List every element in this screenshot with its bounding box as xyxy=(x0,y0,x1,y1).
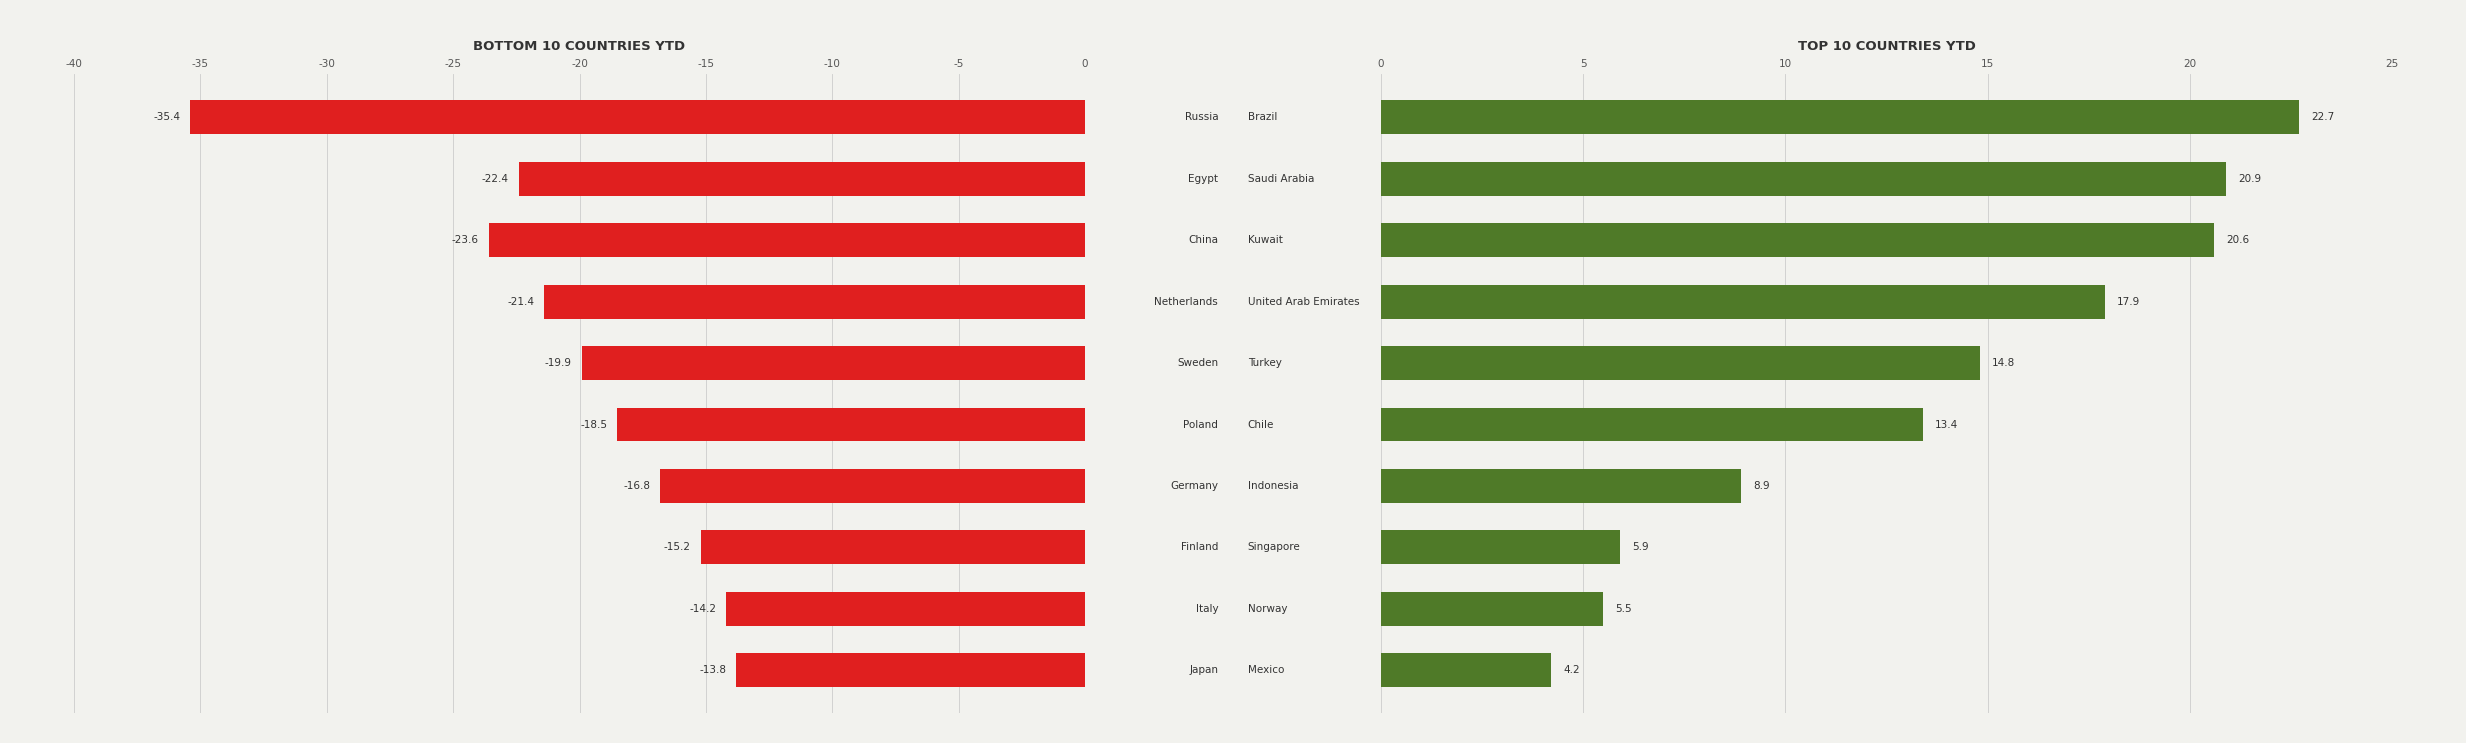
Text: Germany: Germany xyxy=(1171,481,1218,491)
Text: Turkey: Turkey xyxy=(1248,358,1282,368)
Text: Sweden: Sweden xyxy=(1176,358,1218,368)
Bar xyxy=(488,224,1085,257)
Text: 13.4: 13.4 xyxy=(1936,420,1958,429)
Bar xyxy=(737,653,1085,687)
Bar xyxy=(545,285,1085,319)
Text: Egypt: Egypt xyxy=(1189,174,1218,184)
Text: Saudi Arabia: Saudi Arabia xyxy=(1248,174,1314,184)
Title: TOP 10 COUNTRIES YTD: TOP 10 COUNTRIES YTD xyxy=(1798,40,1975,53)
Text: Finland: Finland xyxy=(1181,542,1218,552)
Text: 8.9: 8.9 xyxy=(1753,481,1771,491)
Bar xyxy=(616,408,1085,441)
Bar xyxy=(1381,531,1620,564)
Bar xyxy=(661,469,1085,503)
Text: -19.9: -19.9 xyxy=(545,358,572,368)
Text: -35.4: -35.4 xyxy=(153,112,180,123)
Bar xyxy=(1381,346,1980,380)
Bar xyxy=(582,346,1085,380)
Text: Singapore: Singapore xyxy=(1248,542,1300,552)
Bar xyxy=(1381,285,2106,319)
Text: 14.8: 14.8 xyxy=(1993,358,2015,368)
Text: Norway: Norway xyxy=(1248,604,1287,614)
Text: -23.6: -23.6 xyxy=(451,236,478,245)
Bar xyxy=(700,531,1085,564)
Bar xyxy=(1381,162,2227,195)
Text: Kuwait: Kuwait xyxy=(1248,236,1282,245)
Text: Russia: Russia xyxy=(1184,112,1218,123)
Text: -15.2: -15.2 xyxy=(663,542,690,552)
Text: -14.2: -14.2 xyxy=(688,604,715,614)
Bar xyxy=(1381,469,1741,503)
Bar xyxy=(190,100,1085,134)
Text: Italy: Italy xyxy=(1196,604,1218,614)
Text: Indonesia: Indonesia xyxy=(1248,481,1297,491)
Text: Netherlands: Netherlands xyxy=(1154,296,1218,307)
Text: 20.9: 20.9 xyxy=(2239,174,2261,184)
Text: 4.2: 4.2 xyxy=(1563,665,1581,675)
Bar xyxy=(725,592,1085,626)
Text: Japan: Japan xyxy=(1189,665,1218,675)
Text: China: China xyxy=(1189,236,1218,245)
Text: 22.7: 22.7 xyxy=(2311,112,2335,123)
Text: Chile: Chile xyxy=(1248,420,1275,429)
Text: -22.4: -22.4 xyxy=(481,174,508,184)
Text: -21.4: -21.4 xyxy=(508,296,535,307)
Text: Brazil: Brazil xyxy=(1248,112,1277,123)
Bar xyxy=(1381,592,1603,626)
Text: Mexico: Mexico xyxy=(1248,665,1285,675)
Text: -16.8: -16.8 xyxy=(624,481,651,491)
Bar xyxy=(1381,100,2298,134)
Text: 20.6: 20.6 xyxy=(2227,236,2249,245)
Title: BOTTOM 10 COUNTRIES YTD: BOTTOM 10 COUNTRIES YTD xyxy=(473,40,686,53)
Bar xyxy=(1381,408,1923,441)
Text: Poland: Poland xyxy=(1184,420,1218,429)
Text: 5.9: 5.9 xyxy=(1632,542,1647,552)
Text: -18.5: -18.5 xyxy=(580,420,607,429)
Text: United Arab Emirates: United Arab Emirates xyxy=(1248,296,1359,307)
Bar xyxy=(518,162,1085,195)
Bar xyxy=(1381,653,1551,687)
Text: 17.9: 17.9 xyxy=(2116,296,2140,307)
Text: -13.8: -13.8 xyxy=(700,665,725,675)
Text: 5.5: 5.5 xyxy=(1615,604,1632,614)
Bar xyxy=(1381,224,2214,257)
